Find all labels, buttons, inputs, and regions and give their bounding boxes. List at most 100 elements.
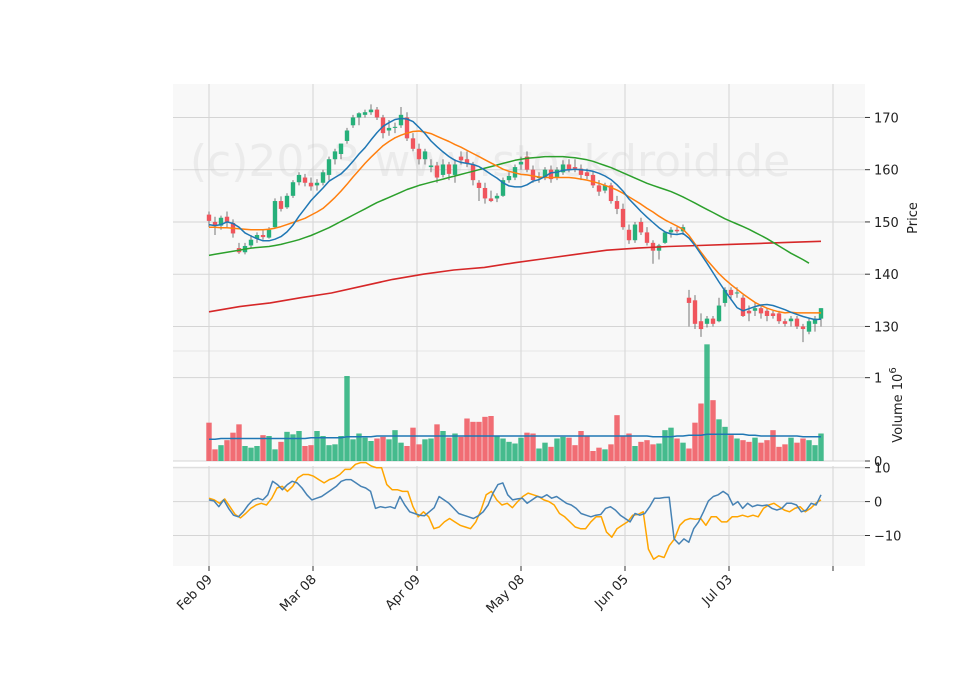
volume-bar bbox=[512, 443, 518, 461]
volume-bar bbox=[224, 440, 230, 461]
candle-up bbox=[752, 308, 758, 311]
candle-down bbox=[776, 313, 782, 322]
volume-bar bbox=[524, 432, 530, 461]
volume-bar bbox=[656, 443, 662, 461]
volume-bar bbox=[626, 433, 632, 461]
candle-up bbox=[722, 289, 728, 303]
candle-up bbox=[788, 318, 794, 322]
volume-bar bbox=[734, 438, 740, 461]
moving-average-short-line bbox=[208, 117, 822, 321]
candle-down bbox=[302, 177, 308, 183]
oscillator-tick-label: 10 bbox=[874, 462, 891, 477]
volume-bar bbox=[428, 438, 434, 461]
candle-down bbox=[404, 117, 410, 139]
candle-down bbox=[710, 318, 716, 324]
candle-up bbox=[662, 232, 668, 243]
candle-down bbox=[674, 229, 680, 232]
oscillator-tick-label: −10 bbox=[874, 529, 901, 544]
x-tick-label: Feb 09 bbox=[174, 572, 216, 614]
volume-bar bbox=[488, 416, 494, 461]
price-tick-label: 140 bbox=[874, 268, 899, 283]
volume-bar bbox=[722, 426, 728, 461]
volume-bar bbox=[632, 446, 638, 461]
candle-up bbox=[290, 182, 296, 196]
volume-bar bbox=[752, 437, 758, 461]
candle-down bbox=[698, 321, 704, 330]
volume-bar bbox=[476, 421, 482, 461]
moving-average-long-line bbox=[208, 155, 810, 264]
volume-bar bbox=[698, 403, 704, 461]
x-tick-label: Mar 08 bbox=[277, 572, 320, 615]
candle-up bbox=[320, 172, 326, 183]
volume-bar bbox=[464, 418, 470, 461]
volume-bar bbox=[290, 434, 296, 461]
volume-bar bbox=[554, 438, 560, 461]
volume-bar bbox=[284, 431, 290, 461]
volume-bar bbox=[764, 440, 770, 461]
candle-up bbox=[362, 112, 368, 115]
oscillator-line-blue bbox=[208, 478, 822, 545]
candle-down bbox=[434, 165, 440, 178]
volume-bar bbox=[728, 435, 734, 461]
candle-up bbox=[332, 151, 338, 160]
volume-bar bbox=[236, 424, 242, 461]
chart-marks bbox=[206, 104, 824, 560]
volume-bar bbox=[380, 436, 386, 461]
candle-up bbox=[716, 305, 722, 322]
volume-bar bbox=[434, 424, 440, 461]
volume-bar bbox=[362, 437, 368, 461]
candle-down bbox=[458, 156, 464, 161]
volume-bar bbox=[422, 439, 428, 461]
candle-down bbox=[224, 216, 230, 222]
volume-bar bbox=[596, 447, 602, 461]
candle-up bbox=[392, 126, 398, 128]
candle-up bbox=[440, 164, 446, 175]
candle-up bbox=[602, 185, 608, 191]
candle-up bbox=[326, 159, 332, 175]
candle-down bbox=[374, 109, 380, 118]
volume-bar bbox=[518, 437, 524, 461]
candle-up bbox=[386, 127, 392, 131]
volume-bar bbox=[590, 451, 596, 461]
candle-up bbox=[272, 201, 278, 228]
x-tick-label: May 08 bbox=[484, 572, 528, 616]
volume-bar bbox=[470, 421, 476, 461]
chart-gridlines bbox=[173, 84, 865, 566]
volume-bar bbox=[308, 445, 314, 461]
volume-bar bbox=[446, 437, 452, 461]
volume-bar bbox=[548, 446, 554, 461]
candle-down bbox=[524, 156, 530, 170]
candle-up bbox=[356, 113, 362, 118]
moving-average-mid-line bbox=[209, 130, 821, 314]
candle-up bbox=[284, 195, 290, 208]
candle-up bbox=[314, 182, 320, 186]
volume-bar bbox=[350, 439, 356, 461]
candle-down bbox=[530, 169, 536, 181]
price-tick-label: 170 bbox=[874, 111, 899, 126]
candle-down bbox=[638, 221, 644, 233]
candle-down bbox=[782, 321, 788, 324]
volume-bar bbox=[398, 442, 404, 461]
candle-down bbox=[746, 310, 752, 314]
candle-up bbox=[632, 224, 638, 241]
volume-bar bbox=[806, 440, 812, 461]
candle-down bbox=[446, 164, 452, 174]
candle-down bbox=[596, 185, 602, 192]
volume-bar bbox=[758, 442, 764, 461]
volume-bar bbox=[650, 444, 656, 461]
candle-up bbox=[494, 195, 500, 199]
volume-bar bbox=[788, 437, 794, 461]
price-panel bbox=[173, 84, 865, 351]
volume-bar bbox=[440, 431, 446, 461]
volume-bar bbox=[710, 400, 716, 461]
volume-bar bbox=[218, 445, 224, 461]
price-axis-label: Price bbox=[906, 202, 921, 234]
volume-bar bbox=[296, 431, 302, 461]
volume-bar bbox=[320, 436, 326, 461]
price-tick-label: 150 bbox=[874, 216, 899, 231]
volume-bar bbox=[386, 439, 392, 461]
volume-bar bbox=[206, 422, 212, 461]
volume-bar bbox=[530, 433, 536, 461]
volume-bar bbox=[338, 436, 344, 461]
